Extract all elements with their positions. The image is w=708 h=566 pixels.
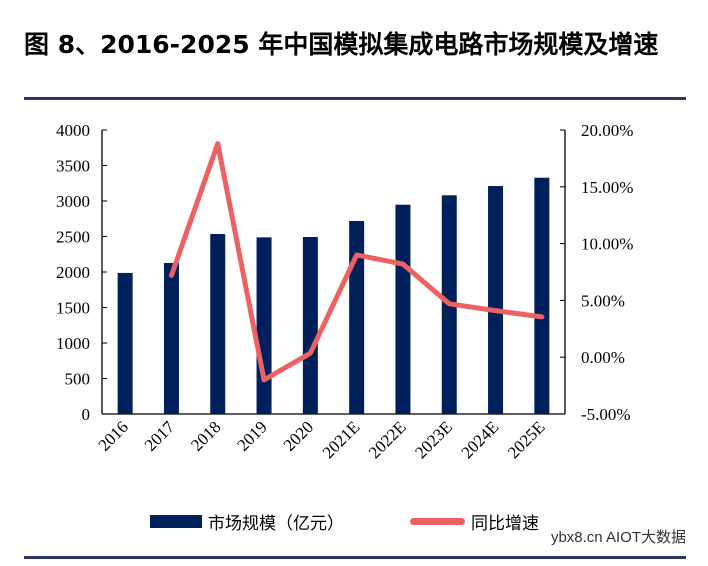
- x-tick-label: 2022E: [365, 417, 410, 462]
- legend-label-bar: 市场规模（亿元）: [208, 514, 344, 534]
- left-tick-label: 4000: [56, 121, 90, 140]
- left-tick-label: 1500: [56, 299, 90, 318]
- watermark: ybx8.cn AIOT大数据: [550, 529, 686, 546]
- bar-2024E: [488, 186, 504, 414]
- title-divider: [24, 97, 686, 100]
- left-tick-label: 2000: [56, 263, 90, 282]
- left-tick-label: 500: [65, 370, 91, 389]
- bar-2016: [117, 272, 133, 414]
- right-tick-label: 5.00%: [581, 291, 625, 310]
- bar-2017: [163, 262, 179, 414]
- x-tick-label: 2019: [233, 417, 270, 454]
- x-tick-label: 2023E: [411, 417, 456, 462]
- left-tick-label: 2500: [56, 228, 90, 247]
- legend-swatch-bar: [150, 515, 202, 528]
- right-tick-label: -5.00%: [581, 405, 631, 424]
- x-tick-label: 2025E: [504, 417, 549, 462]
- chart-title: 图 8、2016-2025 年中国模拟集成电路市场规模及增速: [24, 30, 659, 59]
- left-tick-label: 3000: [56, 192, 90, 211]
- x-tick-label: 2020: [280, 417, 317, 454]
- legend-swatch-line: [410, 518, 465, 525]
- bar-2025E: [534, 177, 550, 414]
- left-tick-label: 3500: [56, 157, 90, 176]
- bar-2021E: [349, 221, 365, 414]
- legend-item-bar: 市场规模（亿元）: [150, 509, 344, 534]
- bar-2022E: [395, 204, 411, 414]
- right-tick-label: 0.00%: [581, 348, 625, 367]
- right-tick-label: 20.00%: [581, 121, 633, 140]
- x-tick-label: 2024E: [458, 417, 503, 462]
- bottom-divider: [24, 556, 686, 559]
- legend-label-line: 同比增速: [471, 514, 539, 534]
- bar-2019: [256, 237, 272, 414]
- left-tick-label: 1000: [56, 334, 90, 353]
- bar-2020: [302, 236, 318, 414]
- left-tick-label: 0: [82, 405, 91, 424]
- legend-item-line: 同比增速: [410, 509, 539, 534]
- x-tick-label: 2021E: [319, 417, 364, 462]
- bar-2018: [210, 234, 226, 414]
- x-tick-label: 2018: [187, 417, 224, 454]
- right-tick-label: 10.00%: [581, 235, 633, 254]
- right-tick-label: 15.00%: [581, 178, 633, 197]
- x-tick-label: 2017: [141, 417, 179, 455]
- x-tick-label: 2016: [95, 417, 132, 454]
